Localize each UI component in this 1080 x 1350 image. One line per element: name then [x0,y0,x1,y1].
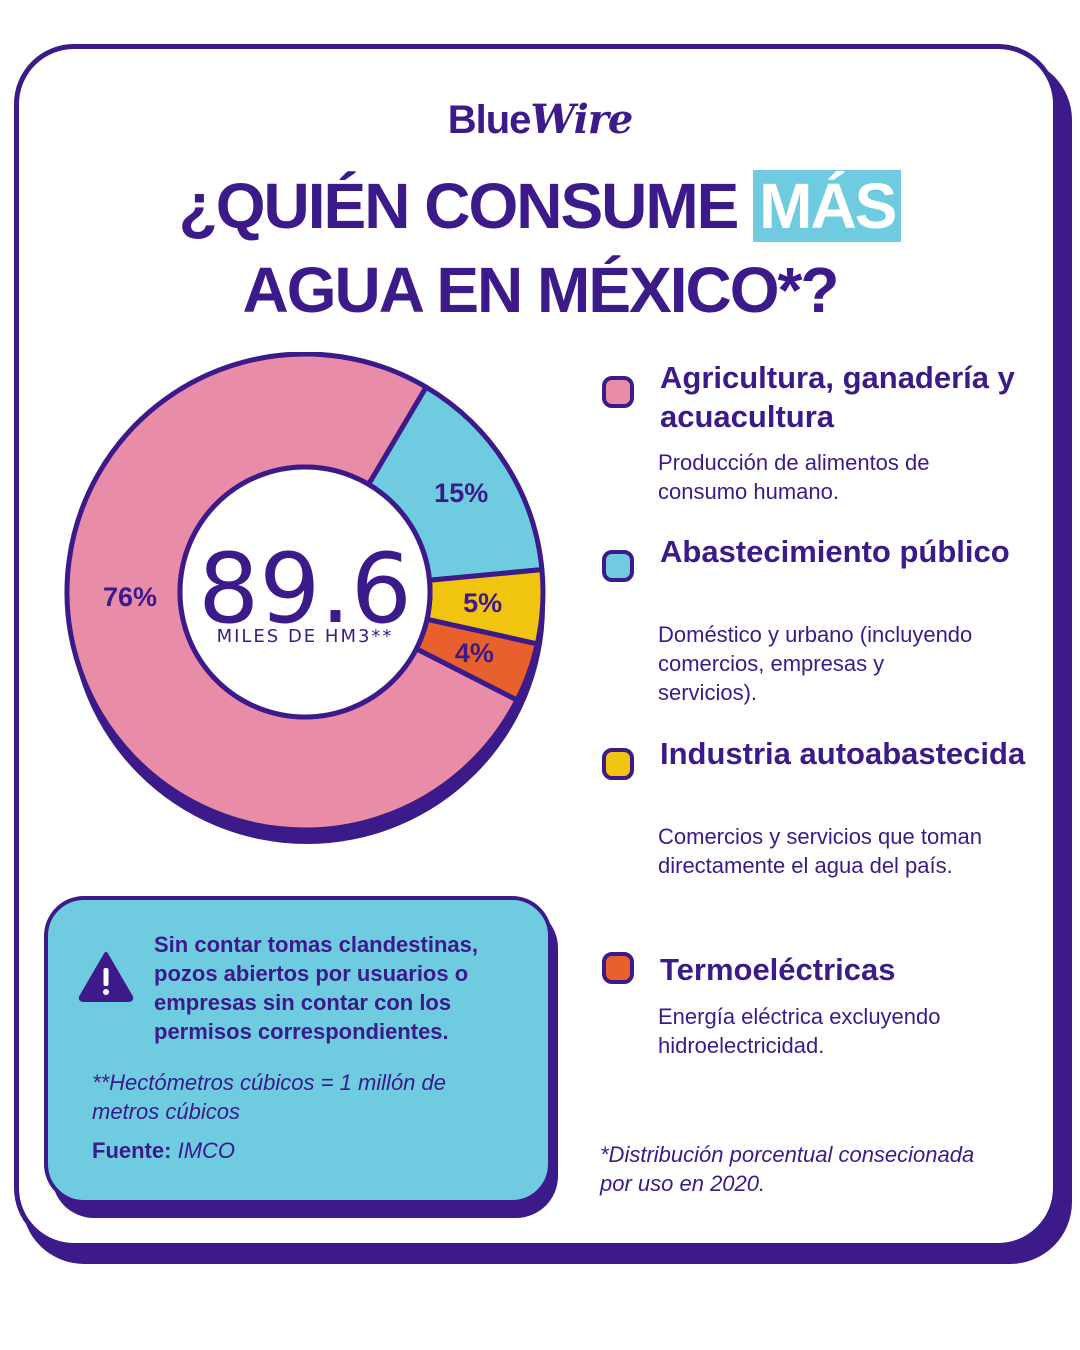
legend-swatch-4 [602,952,634,984]
unit-footnote: **Hectómetros cúbicos = 1 millón de metr… [92,1070,446,1124]
legend-swatch-1 [602,376,634,408]
legend-swatch-2 [602,550,634,582]
legend-desc-4: Energía eléctrica excluyendo hidroelectr… [658,1004,941,1058]
page-title-line2: AGUA EN MÉXICO*? [242,254,840,326]
legend-name-3: Industria autoabastecida [660,736,1026,771]
slice-label-1: 76% [103,582,157,612]
title-highlight: MÁS [753,170,902,242]
source-line: Fuente: IMCO [92,1138,236,1163]
warning-icon [78,952,134,1002]
center-total-unit: MILES DE HM3** [217,626,394,647]
slice-label-3: 5% [463,588,502,618]
legend-desc-1: Producción de alimentos de consumo human… [658,450,930,504]
legend-desc-2: Doméstico y urbano (incluyendo comercios… [658,622,973,705]
donut-hole [177,464,433,720]
legend-desc-3: Comercios y servicios que toman directam… [658,824,983,878]
donut-chart: 89.6 MILES DE HM3** 76% 15% 5% 4% [64,352,546,844]
legend-name-2: Abastecimiento público [660,534,1010,569]
legend-swatch-3 [602,748,634,780]
distribution-footnote: *Distribución porcentual consecionada po… [600,1142,975,1196]
legend-name-1: Agricultura, ganadería y acuacultura [660,360,1015,434]
warning-text: Sin contar tomas clandestinas, pozos abi… [154,932,478,1044]
page-title-line1: ¿QUIÉN CONSUME MÁS [0,166,1080,246]
center-total-value: 89.6 [198,533,412,645]
brand-logo: BlueWire [447,96,634,143]
warning-note-box [44,896,552,1204]
slice-label-4: 4% [455,638,494,668]
slice-label-2: 15% [434,478,488,508]
legend-name-4: Termoeléctricas [660,952,896,987]
